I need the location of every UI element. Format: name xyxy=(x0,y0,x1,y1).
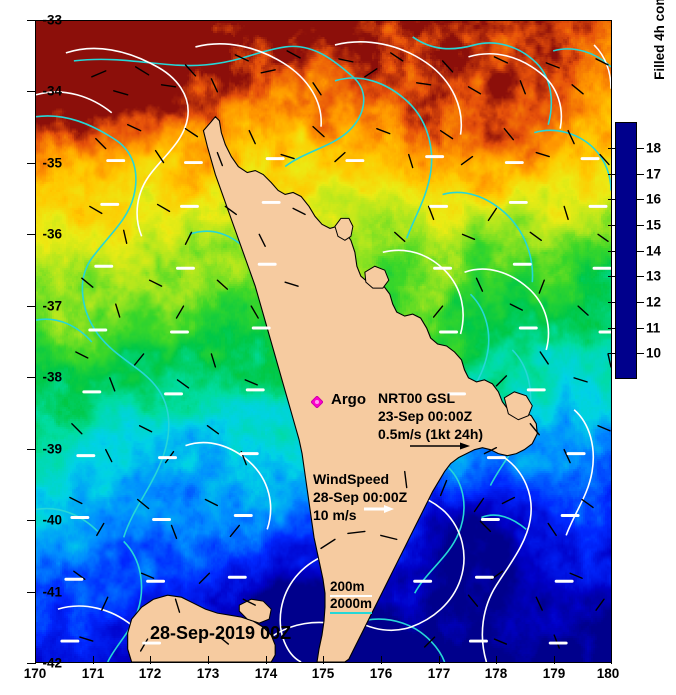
current-scale-arrow-icon xyxy=(410,442,470,450)
argo-label: Argo xyxy=(331,391,366,408)
colorbar-tick-inner xyxy=(608,328,615,329)
ytick-label-3: -36 xyxy=(42,226,62,242)
ytick-mark xyxy=(27,592,35,593)
colorbar-tick-inner xyxy=(608,302,615,303)
colorbar-tick-inner xyxy=(608,148,615,149)
ytick-mark xyxy=(27,91,35,92)
xtick-label-6: 176 xyxy=(369,666,393,681)
wind-legend-line2: 28-Sep 00:00Z xyxy=(313,489,408,505)
xtick-label-3: 173 xyxy=(196,666,220,681)
wind-legend: WindSpeed 28-Sep 00:00Z 10 m/s xyxy=(313,470,407,524)
ytick-label-9: -42 xyxy=(42,655,62,671)
bathymetry-legend: 200m 2000m xyxy=(330,578,372,612)
colorbar-label-17: 17 xyxy=(646,166,662,182)
colorbar-label-10: 10 xyxy=(646,345,662,361)
ytick-mark xyxy=(27,663,35,664)
colorbar-label-11: 11 xyxy=(646,320,661,336)
colorbar-label-14: 14 xyxy=(646,243,662,259)
wind-scale-arrow-icon xyxy=(364,505,394,513)
colorbar-tick-inner xyxy=(608,225,615,226)
colorbar-tick xyxy=(637,225,644,226)
ytick-label-5: -38 xyxy=(42,369,62,385)
colorbar-tick xyxy=(637,148,644,149)
colorbar-tick-inner xyxy=(608,353,615,354)
bathymetry-swatch-2000m xyxy=(330,612,372,614)
xtick-mark xyxy=(35,656,36,664)
ytick-mark xyxy=(27,377,35,378)
ytick-label-7: -40 xyxy=(42,512,62,528)
current-legend-line3: 0.5m/s (1kt 24h) xyxy=(378,426,484,442)
colorbar-title: Filled 4h comp, p50, All Sats xyxy=(650,0,670,120)
ytick-mark xyxy=(27,449,35,450)
xtick-mark xyxy=(496,656,497,664)
colorbar-label-12: 12 xyxy=(646,294,662,310)
xtick-label-9: 179 xyxy=(542,666,566,681)
ytick-mark xyxy=(27,520,35,521)
wind-legend-line3: 10 m/s xyxy=(313,507,357,523)
xtick-label-4: 174 xyxy=(254,666,278,681)
current-legend-line2: 23-Sep 00:00Z xyxy=(378,408,473,424)
xtick-label-0: 170 xyxy=(23,666,47,681)
xtick-mark xyxy=(266,656,267,664)
colorbar xyxy=(615,122,637,379)
colorbar-tick-inner xyxy=(608,251,615,252)
colorbar-tick xyxy=(637,276,644,277)
map-overlay-layer xyxy=(36,36,611,662)
xtick-label-1: 171 xyxy=(81,666,105,681)
ytick-label-6: -39 xyxy=(42,441,62,457)
xtick-mark xyxy=(323,656,324,664)
ytick-label-8: -41 xyxy=(42,584,62,600)
current-legend: NRT00 GSL 23-Sep 00:00Z 0.5m/s (1kt 24h) xyxy=(378,389,483,443)
current-legend-line1: NRT00 GSL xyxy=(378,390,456,406)
xtick-label-10: 180 xyxy=(596,666,620,681)
xtick-mark xyxy=(208,656,209,664)
ytick-label-1: -34 xyxy=(42,83,62,99)
land-mask xyxy=(127,115,538,662)
colorbar-tick-inner xyxy=(608,199,615,200)
colorbar-tick xyxy=(637,353,644,354)
xtick-label-8: 178 xyxy=(484,666,508,681)
colorbar-tick xyxy=(637,251,644,252)
xtick-label-2: 172 xyxy=(138,666,162,681)
ytick-mark xyxy=(27,306,35,307)
colorbar-gradient xyxy=(616,123,636,378)
credit-text: © IMOS 29-Sep-2019 01:17 Hobart xyxy=(673,158,676,383)
colorbar-tick xyxy=(637,199,644,200)
bathymetry-label-200m: 200m xyxy=(330,579,365,594)
colorbar-tick xyxy=(637,328,644,329)
current-vectors xyxy=(69,50,611,652)
ytick-label-2: -35 xyxy=(42,155,62,171)
isobath-200m xyxy=(36,41,611,662)
colorbar-tick-inner xyxy=(608,276,615,277)
bathymetry-label-2000m: 2000m xyxy=(330,596,373,611)
ytick-label-4: -37 xyxy=(42,298,62,314)
xtick-label-7: 177 xyxy=(427,666,451,681)
ytick-label-0: -33 xyxy=(42,12,62,28)
colorbar-tick xyxy=(637,302,644,303)
colorbar-tick xyxy=(637,174,644,175)
ytick-mark xyxy=(27,163,35,164)
wind-legend-line1: WindSpeed xyxy=(313,471,390,487)
ytick-mark xyxy=(27,20,35,21)
xtick-label-5: 175 xyxy=(311,666,335,681)
date-stamp: 28-Sep-2019 00Z xyxy=(150,623,292,643)
colorbar-label-16: 16 xyxy=(646,191,662,207)
colorbar-label-18: 18 xyxy=(646,140,662,156)
xtick-mark xyxy=(611,656,612,664)
xtick-mark xyxy=(150,656,151,664)
ytick-mark xyxy=(27,234,35,235)
xtick-mark xyxy=(93,656,94,664)
map-plot-area[interactable] xyxy=(35,20,612,663)
argo-marker-icon xyxy=(311,396,323,408)
bathymetry-swatch-200m xyxy=(330,595,372,597)
colorbar-label-13: 13 xyxy=(646,268,662,284)
colorbar-label-15: 15 xyxy=(646,217,662,233)
xtick-mark xyxy=(554,656,555,664)
xtick-mark xyxy=(381,656,382,664)
xtick-mark xyxy=(439,656,440,664)
wind-vectors xyxy=(60,155,611,645)
colorbar-tick-inner xyxy=(608,174,615,175)
